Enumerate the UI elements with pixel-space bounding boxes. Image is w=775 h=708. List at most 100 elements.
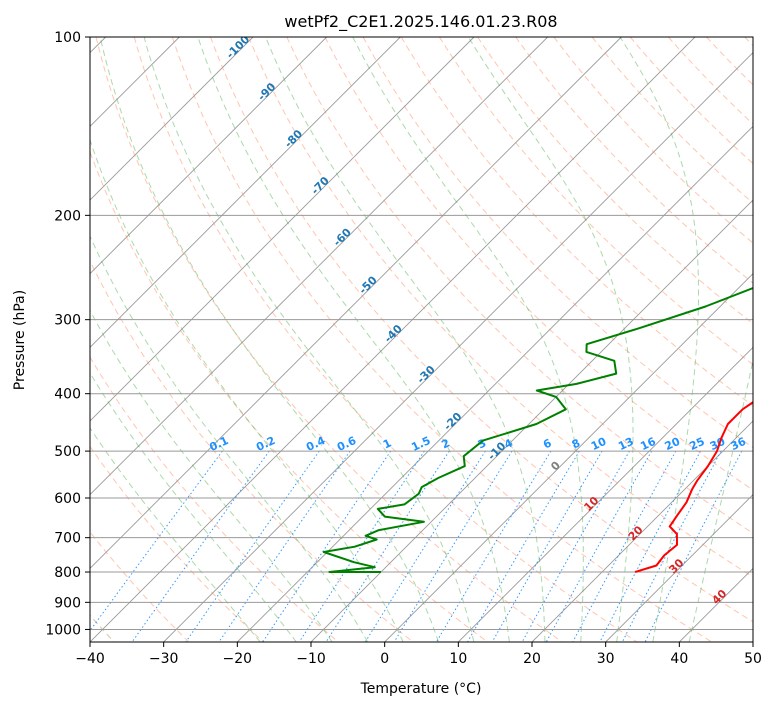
mixing-ratio-line	[644, 450, 743, 642]
isotherm-line	[531, 420, 753, 642]
isotherm-line	[90, 37, 254, 201]
mixing-ratio-label: 13	[616, 435, 635, 453]
moist-adiabat-line	[467, 37, 634, 642]
dry-adiabat-line	[90, 150, 488, 642]
x-tick-label: 50	[744, 651, 762, 667]
dry-adiabat-line	[591, 37, 753, 204]
isotherm-line	[90, 37, 401, 348]
isotherm-line	[752, 641, 753, 642]
isotherm-line	[163, 52, 753, 642]
moist-adiabat-line	[197, 37, 510, 642]
dry-adiabat-line	[248, 37, 753, 578]
y-tick-label: 200	[54, 208, 81, 224]
dry-adiabat-line	[324, 37, 753, 491]
y-tick-label: 700	[54, 531, 81, 547]
moist-adiabat-line	[265, 37, 546, 642]
mixing-ratio-line	[185, 450, 320, 642]
moist-adiabat-line	[90, 309, 333, 642]
isotherm-line	[310, 199, 753, 642]
y-axis-label: Pressure (hPa)	[12, 290, 28, 390]
mixing-ratio-line	[521, 450, 630, 642]
moist-adiabat-line	[90, 235, 369, 642]
axes: −40 −30 −20 −10 0 10 20 30 40 50 100 200 300 400 500 60…	[45, 30, 762, 667]
mixing-ratio-label: 30	[708, 435, 728, 453]
y-tick-label: 100	[54, 30, 81, 46]
mixing-ratio-label: 25	[687, 435, 706, 453]
mixing-ratio-line	[572, 450, 677, 642]
mixing-ratio-line	[545, 450, 653, 642]
dry-adiabat-line	[95, 37, 563, 642]
isotherm-line	[384, 273, 753, 642]
x-axis-label: Temperature (°C)	[360, 681, 482, 697]
isotherm-line	[679, 567, 753, 642]
background-lines	[90, 37, 753, 642]
mixing-ratio-line	[325, 450, 450, 642]
x-tick-label: 0	[380, 651, 389, 667]
x-tick-label: 40	[670, 651, 688, 667]
isotherm-line	[605, 494, 753, 642]
isotherm-label: -30	[414, 363, 437, 386]
moist-adiabat-line	[99, 37, 439, 642]
dry-adiabat-line	[706, 37, 753, 86]
mixing-ratio-line	[364, 450, 486, 642]
dry-adiabat-label: 10	[581, 494, 601, 514]
dry-adiabat-line	[438, 37, 753, 366]
isotherm-line	[237, 125, 753, 642]
dry-adiabat-line	[668, 37, 753, 125]
x-tick-label: −30	[149, 651, 179, 667]
y-tick-label: 1000	[45, 622, 81, 638]
isotherm-line	[90, 37, 696, 642]
moist-adiabat-line	[90, 427, 261, 642]
chart-title: wetPf2_C2E1.2025.146.01.23.R08	[284, 12, 557, 32]
mixing-ratio-label: 20	[663, 435, 683, 453]
isotherm-label: -80	[282, 127, 305, 150]
mixing-ratio-line	[599, 450, 701, 642]
dry-adiabat-label: 40	[709, 587, 729, 607]
y-tick-label: 900	[54, 595, 81, 611]
dry-adiabat-line	[286, 37, 753, 534]
mixing-ratio-line	[621, 450, 722, 642]
isotherm-label: -90	[255, 80, 278, 103]
dry-adiabat-line	[400, 37, 753, 407]
mixing-ratio-label: 10	[589, 435, 609, 453]
dry-adiabat-line	[90, 445, 264, 642]
dry-adiabat-label: 20	[626, 523, 646, 543]
mixing-ratio-label: 36	[729, 435, 749, 453]
x-tick-label: 20	[523, 651, 541, 667]
mixing-ratio-line	[218, 450, 351, 642]
moist-adiabat-line	[619, 37, 699, 642]
mixing-ratio-line	[393, 450, 513, 642]
isotherm-line	[90, 37, 475, 422]
x-tick-label: −40	[75, 651, 105, 667]
x-tick-label: −10	[296, 651, 326, 667]
dry-adiabat-line	[133, 37, 638, 642]
dry-adiabat-line	[553, 37, 753, 244]
moist-adiabat-line	[143, 37, 475, 642]
mixing-ratio-line	[90, 450, 223, 632]
moist-adiabat-line	[352, 37, 584, 642]
mixing-ratio-label: 2	[440, 436, 452, 451]
isotherm-label: -40	[382, 322, 405, 345]
mixing-ratio-label: 1	[381, 436, 393, 451]
dry-adiabat-line	[210, 37, 753, 623]
dry-adiabat-line	[90, 531, 190, 642]
isotherm-line	[90, 37, 548, 496]
y-tick-label: 800	[54, 565, 81, 581]
isotherm-label: -60	[331, 226, 354, 249]
x-tick-label: 30	[597, 651, 615, 667]
dry-adiabat-line	[171, 37, 712, 642]
pressure-gridlines	[90, 37, 753, 630]
mixing-ratio-line	[435, 450, 552, 642]
moist-adiabat-line	[90, 138, 404, 642]
mixing-ratio-line	[298, 450, 425, 642]
mixing-ratio-line	[262, 450, 392, 642]
y-tick-label: 600	[54, 491, 81, 507]
mixing-ratio-line	[491, 450, 603, 642]
x-tick-label: 10	[449, 651, 467, 667]
y-tick-label: 400	[54, 387, 81, 403]
isotherm-line	[90, 37, 622, 569]
isotherm-label: -70	[309, 174, 332, 197]
moist-adiabat-line	[90, 371, 297, 642]
